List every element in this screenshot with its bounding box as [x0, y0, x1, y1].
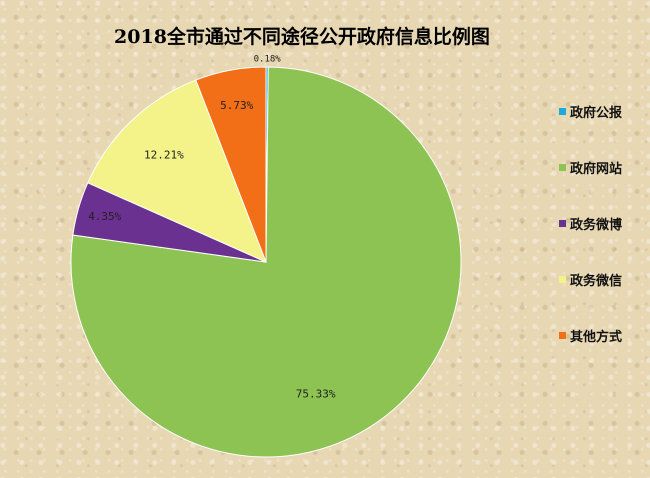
- slice-label-3: 4.35%: [88, 210, 121, 223]
- chart-title: 2018全市通过不同途径公开政府信息比例图: [114, 25, 490, 48]
- legend-label-1: 政府公报: [570, 105, 623, 121]
- pie-slice-5: [195, 66, 267, 263]
- pie-group: [70, 66, 462, 458]
- legend-label-2: 政府网站: [570, 161, 622, 177]
- legend-label-3: 政务微博: [570, 217, 622, 233]
- slice-label-5: 5.73%: [220, 99, 253, 112]
- legend-swatch-5: [559, 332, 566, 339]
- pie-slice-4: [87, 79, 267, 263]
- slice-label-1: 0.18%: [254, 54, 282, 64]
- legend-swatch-1: [559, 108, 566, 115]
- legend-swatch-4: [559, 276, 566, 283]
- legend-swatch-2: [559, 164, 566, 171]
- legend-label-4: 政务微信: [570, 273, 622, 289]
- slice-label-2: 75.33%: [296, 387, 336, 400]
- slice-label-4: 12.21%: [144, 149, 184, 162]
- legend-swatch-3: [559, 220, 566, 227]
- legend-label-5: 其他方式: [570, 329, 622, 345]
- slice-label-group: 0.18% 75.33% 4.35% 12.21% 5.73%: [88, 54, 336, 400]
